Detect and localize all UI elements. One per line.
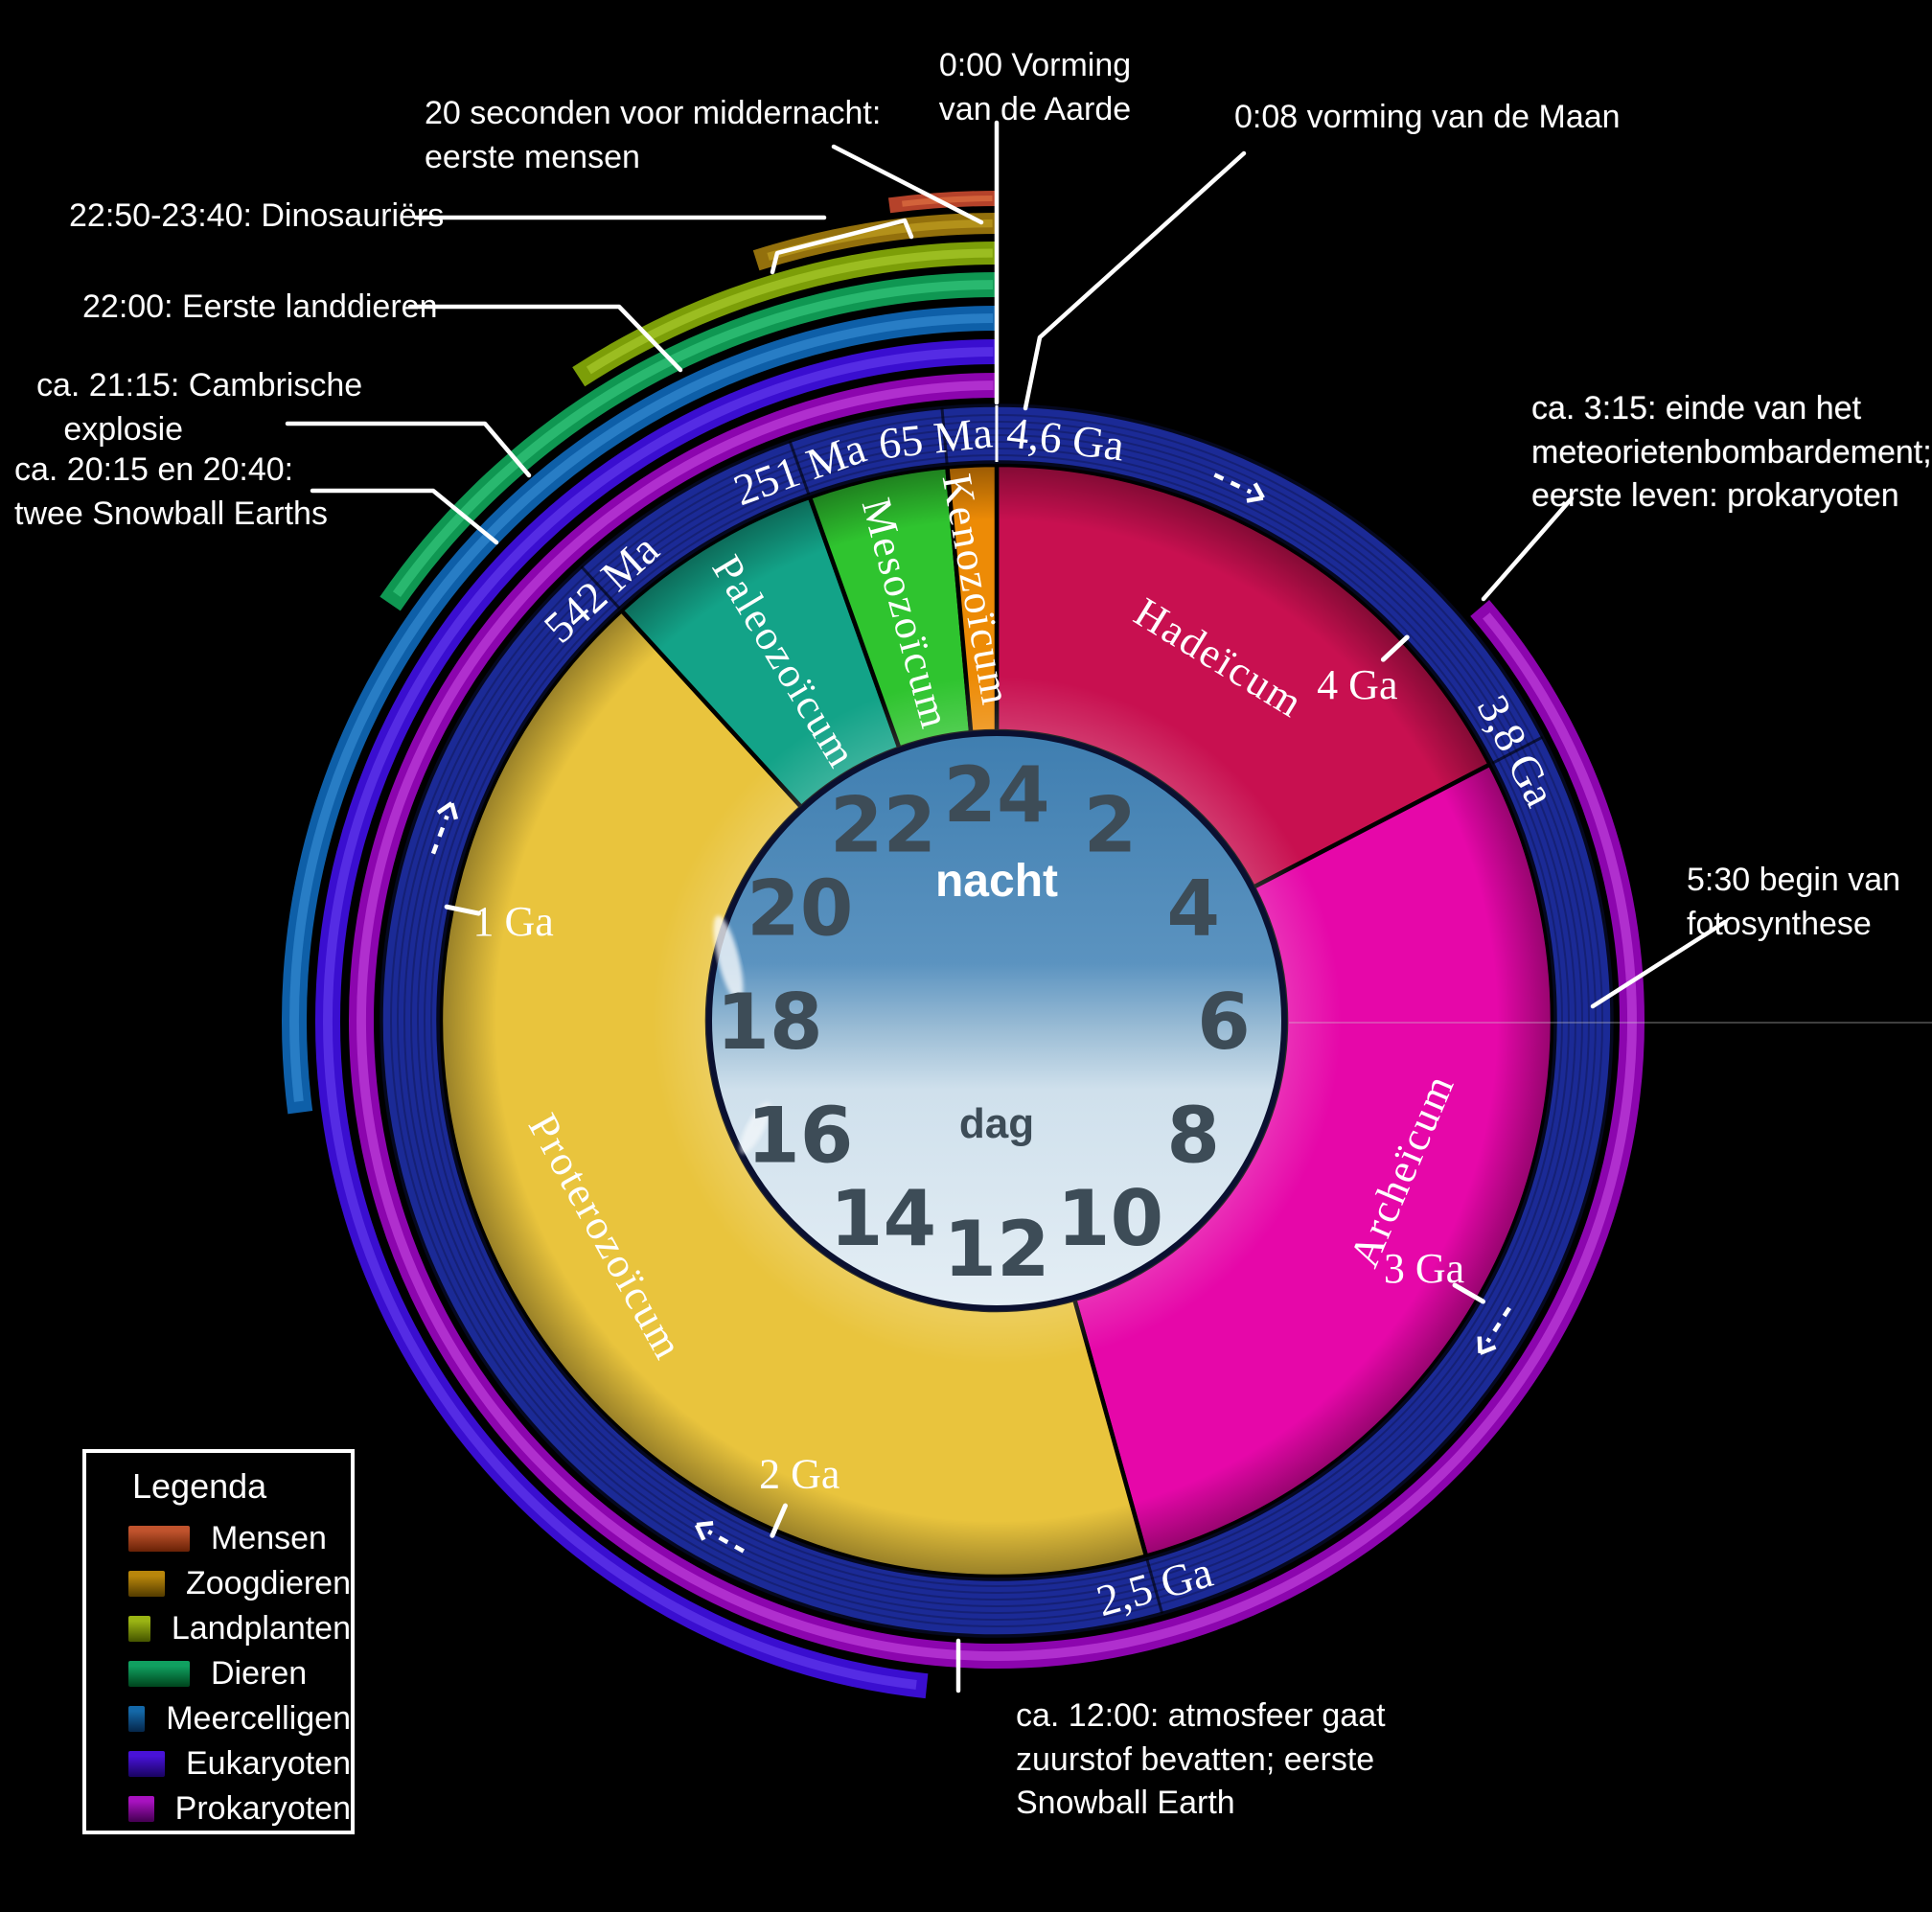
ring-label-65Ma: 65 Ma — [876, 407, 995, 468]
callout-line-mensen — [831, 144, 984, 225]
legend-box: Legenda Mensen Zoogdieren Landplanten Diere… — [82, 1449, 355, 1834]
clock-number-16: 16 — [747, 1091, 853, 1180]
callout-line-meteor — [1481, 495, 1575, 602]
legend-swatch-meercelligen — [128, 1706, 146, 1732]
callout-meteor-bombardment-end: ca. 3:15: einde van het meteorietenbomba… — [1531, 390, 1932, 515]
tick-mark-3Ga — [1452, 1282, 1485, 1304]
clock-number-14: 14 — [830, 1174, 936, 1263]
time-ring-divider — [580, 565, 621, 610]
callout-cambrian-explosion: ca. 21:15: Cambrische explosie — [36, 367, 363, 448]
tick-mark-2Ga — [770, 1503, 788, 1538]
life-arc-highlight-landplanten — [586, 248, 993, 375]
face-glint-lower — [739, 1102, 771, 1154]
time-ring-divider — [940, 407, 949, 465]
legend-item-mensen: Mensen — [86, 1516, 351, 1561]
legend-swatch-eukaryoten — [128, 1751, 165, 1777]
legend-swatch-dieren — [128, 1661, 190, 1687]
time-direction-arrow — [430, 801, 459, 855]
callout-earth-formation: 0:00 Vorming van de Aarde — [938, 47, 1132, 127]
callout-photosynthesis: 5:30 begin van fotosynthese — [1687, 862, 1901, 942]
tick-label-4Ga: 4 Ga — [1317, 661, 1397, 708]
tick-label-2Ga: 2 Ga — [759, 1451, 840, 1498]
clock-number-6: 6 — [1197, 978, 1251, 1067]
legend-item-eukaryoten: Eukaryoten — [86, 1741, 351, 1786]
time-direction-arrow — [1213, 472, 1265, 503]
legend-label: Meercelligen — [166, 1700, 351, 1737]
legend-title: Legenda — [132, 1466, 267, 1506]
clock-number-8: 8 — [1166, 1091, 1220, 1180]
time-direction-arrow — [1477, 1306, 1511, 1355]
callout-line-maan — [1023, 150, 1247, 411]
clock-number-18: 18 — [716, 978, 822, 1067]
time-direction-arrow — [694, 1521, 745, 1554]
legend-swatch-prokaryoten — [128, 1796, 154, 1822]
clock-number-24: 24 — [943, 750, 1049, 840]
callout-first-humans: 20 seconden voor middernacht: eerste men… — [425, 95, 882, 175]
life-arc-highlight-meercelligen — [289, 313, 994, 1102]
callout-moon-formation: 0:08 vorming van de Maan — [1234, 99, 1621, 135]
clock-number-22: 22 — [830, 781, 936, 870]
tick-label-3Ga: 3 Ga — [1384, 1245, 1464, 1292]
callout-line-land — [407, 304, 683, 373]
callout-oxygen-atmosphere: ca. 12:00: atmosfeer gaat zuurstof bevat… — [1016, 1697, 1386, 1822]
face-glint-upper — [713, 915, 744, 1002]
legend-swatch-mensen — [128, 1526, 190, 1552]
legend-label: Dieren — [211, 1655, 308, 1692]
time-ring-divider — [1491, 735, 1544, 765]
callout-line-dinoBracket — [770, 218, 914, 275]
night-label: nacht — [935, 856, 1058, 907]
tick-label-1Ga: 1 Ga — [473, 898, 554, 945]
day-label: dag — [959, 1100, 1034, 1147]
clock-number-10: 10 — [1057, 1174, 1163, 1263]
legend-label: Zoogdieren — [185, 1565, 351, 1601]
legend-item-meercelligen: Meercelligen — [86, 1696, 351, 1741]
legend-item-prokaryoten: Prokaryoten — [86, 1786, 351, 1831]
callout-line-cambr — [285, 421, 532, 478]
tick-mark-1Ga — [444, 904, 481, 916]
callout-dinosaurs: 22:50-23:40: Dinosauriërs — [69, 197, 445, 234]
tick-mark-4Ga — [1380, 634, 1410, 662]
clock-number-12: 12 — [943, 1205, 1049, 1294]
callout-line-foto — [1590, 919, 1728, 1009]
legend-label: Eukaryoten — [186, 1745, 351, 1782]
time-ring-divider — [788, 440, 811, 495]
callout-snowball-earths: ca. 20:15 en 20:40: twee Snowball Earths — [14, 451, 328, 532]
legend-label: Landplanten — [171, 1610, 351, 1647]
legend-swatch-zoogdieren — [128, 1571, 165, 1597]
clock-number-4: 4 — [1166, 864, 1220, 953]
clock-number-2: 2 — [1084, 781, 1138, 870]
legend-label: Prokaryoten — [174, 1790, 351, 1827]
life-arc-highlight-mensen — [902, 195, 993, 207]
life-arc-highlight-prokaryoten — [356, 380, 1637, 1661]
legend-swatch-landplanten — [128, 1616, 150, 1642]
clock-face — [706, 730, 1287, 1311]
horizontal-artifact-line — [1289, 1022, 1932, 1024]
life-arc-highlight-eukaryoten — [323, 347, 994, 1690]
callout-line-snow — [310, 488, 499, 545]
clock-number-20: 20 — [747, 864, 853, 953]
time-ring-divider — [1145, 1558, 1164, 1614]
legend-item-dieren: Dieren — [86, 1651, 351, 1696]
legend-item-zoogdieren: Zoogdieren — [86, 1561, 351, 1606]
legend-label: Mensen — [211, 1520, 327, 1556]
legend-item-landplanten: Landplanten — [86, 1606, 351, 1651]
callout-first-land-animals: 22:00: Eerste landdieren — [82, 288, 438, 325]
